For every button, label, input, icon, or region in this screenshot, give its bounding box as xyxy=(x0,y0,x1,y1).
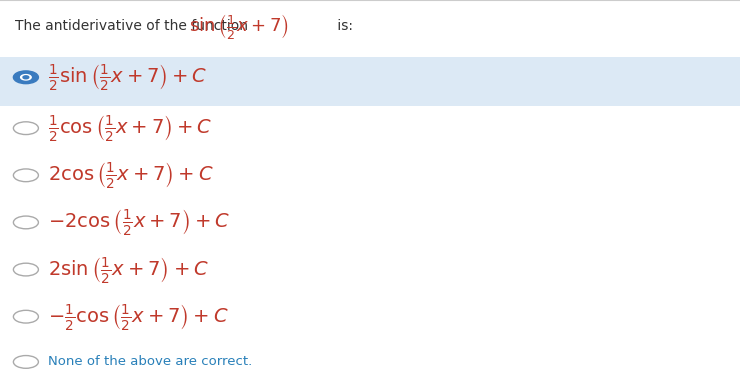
Circle shape xyxy=(13,71,38,84)
Text: $2\sin\left(\frac{1}{2}x + 7\right) + C$: $2\sin\left(\frac{1}{2}x + 7\right) + C$ xyxy=(48,254,209,285)
Text: is:: is: xyxy=(333,19,353,34)
Circle shape xyxy=(23,76,29,79)
Text: $\sin\left(\frac{1}{2}x + 7\right)$: $\sin\left(\frac{1}{2}x + 7\right)$ xyxy=(189,12,289,41)
Text: The antiderivative of the function: The antiderivative of the function xyxy=(15,19,252,34)
Text: $\frac{1}{2}\sin\left(\frac{1}{2}x + 7\right) + C$: $\frac{1}{2}\sin\left(\frac{1}{2}x + 7\r… xyxy=(48,62,207,92)
Text: $-2\cos\left(\frac{1}{2}x + 7\right) + C$: $-2\cos\left(\frac{1}{2}x + 7\right) + C… xyxy=(48,207,230,238)
Text: $\frac{1}{2}\cos\left(\frac{1}{2}x + 7\right) + C$: $\frac{1}{2}\cos\left(\frac{1}{2}x + 7\r… xyxy=(48,113,212,143)
Circle shape xyxy=(21,75,31,80)
Text: $-\frac{1}{2}\cos\left(\frac{1}{2}x + 7\right) + C$: $-\frac{1}{2}\cos\left(\frac{1}{2}x + 7\… xyxy=(48,302,229,332)
Text: $2\cos\left(\frac{1}{2}x + 7\right) + C$: $2\cos\left(\frac{1}{2}x + 7\right) + C$ xyxy=(48,160,214,190)
FancyBboxPatch shape xyxy=(0,57,740,106)
Text: None of the above are correct.: None of the above are correct. xyxy=(48,356,252,368)
